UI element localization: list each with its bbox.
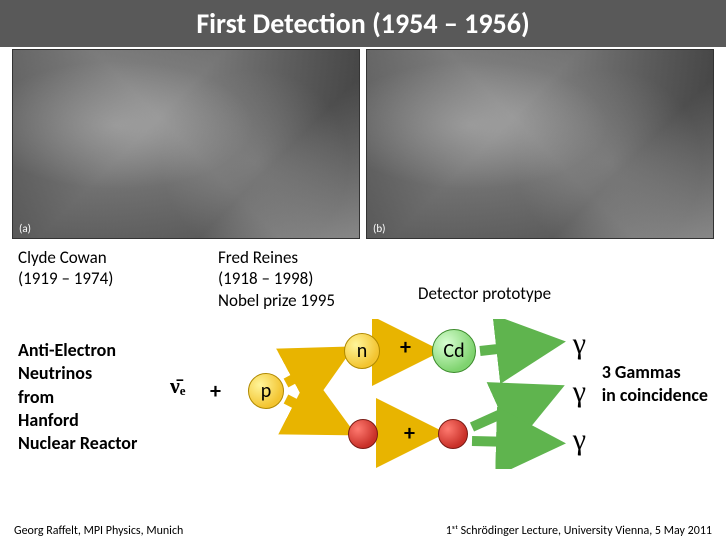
cadmium-node: Cd xyxy=(432,329,476,373)
plus-3: + xyxy=(404,419,415,446)
neutron-node: n xyxy=(344,333,380,369)
antineutrino-symbol: ν̄ₑ xyxy=(170,373,186,399)
footer-venue: 1ˢᵗ Schrödinger Lecture, University Vien… xyxy=(446,524,712,538)
plus-2: + xyxy=(400,333,411,360)
photo-scientists: (a) xyxy=(12,49,360,239)
annihilation-node xyxy=(438,419,468,449)
photo-detector: (b) xyxy=(366,49,714,239)
proton-node: p xyxy=(248,373,284,409)
photo-label-b: (b) xyxy=(373,222,385,235)
slide-footer: Georg Raffelt, MPI Physics, Munich 1ˢᵗ S… xyxy=(0,520,726,544)
neutrino-source-label: Anti-Electron Neutrinos from Hanford Nuc… xyxy=(18,339,137,456)
caption-detector: Detector prototype xyxy=(418,247,708,311)
gamma-2: γ xyxy=(573,375,586,409)
gamma-1: γ xyxy=(573,327,586,361)
caption-reines: Fred Reines (1918 – 1998) Nobel prize 19… xyxy=(218,247,418,311)
coincidence-label: 3 Gammas in coincidence xyxy=(602,361,708,408)
slide-title: First Detection (1954 – 1956) xyxy=(0,0,726,47)
gamma-column: γ γ γ xyxy=(573,327,586,457)
caption-row: Clyde Cowan (1919 – 1974) Fred Reines (1… xyxy=(0,243,726,319)
photo-row: (a) (b) xyxy=(0,47,726,243)
positron-node xyxy=(348,419,378,449)
photo-label-a: (a) xyxy=(19,222,31,235)
plus-1: + xyxy=(210,377,221,404)
caption-cowan: Clyde Cowan (1919 – 1974) xyxy=(18,247,218,311)
footer-author: Georg Raffelt, MPI Physics, Munich xyxy=(14,524,183,538)
reaction-diagram: Anti-Electron Neutrinos from Hanford Nuc… xyxy=(12,319,714,469)
gamma-3: γ xyxy=(573,423,586,457)
